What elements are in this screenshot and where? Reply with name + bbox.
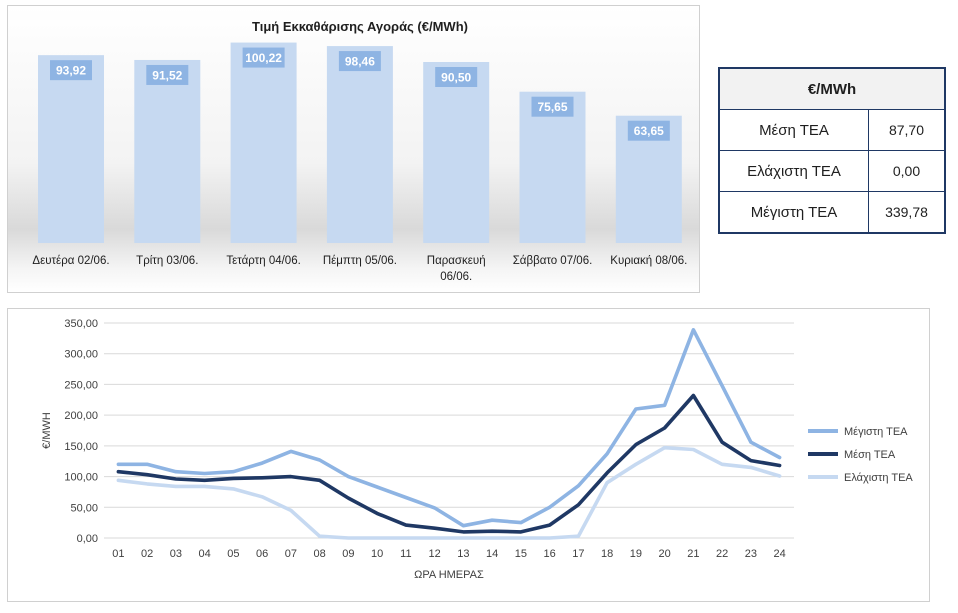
x-tick-label: 07	[285, 548, 297, 560]
x-tick-label: 19	[630, 548, 642, 560]
legend-label: Ελάχιστη ΤΕΑ	[844, 472, 913, 484]
series-line	[116, 445, 782, 540]
x-tick-label: 02	[141, 548, 153, 560]
y-tick-label: 50,00	[70, 502, 98, 514]
y-tick-label: 300,00	[64, 349, 98, 361]
data-label: 75,65	[537, 100, 567, 114]
daily-price-bar-chart: Τιμή Εκκαθάρισης Αγοράς (€/MWh) 93,92 Δευ…	[7, 5, 700, 293]
bar-chart-svg: Τιμή Εκκαθάρισης Αγοράς (€/MWh) 93,92 Δευ…	[32, 19, 687, 283]
data-label-box	[242, 47, 285, 68]
x-tick-label: 22	[716, 548, 728, 560]
bar-chart-title: Τιμή Εκκαθάρισης Αγοράς (€/MWh)	[252, 19, 468, 34]
bar	[230, 42, 297, 244]
x-tick-label: 05	[227, 548, 239, 560]
stats-row-min: Ελάχιστη ΤΕΑ 0,00	[718, 150, 946, 192]
stats-label-mean: Μέση ΤΕΑ	[718, 109, 869, 151]
data-label: 93,92	[56, 64, 86, 78]
series-line	[116, 327, 782, 528]
data-label-box	[531, 96, 574, 117]
x-tick-label: 16	[544, 548, 556, 560]
x-tick-label: 12	[429, 548, 441, 560]
data-label-box	[435, 67, 478, 87]
x-tick-label: 21	[687, 548, 699, 560]
x-tick-label: 15	[515, 548, 527, 560]
data-label: 100,22	[245, 51, 282, 65]
x-tick-label: 10	[371, 548, 383, 560]
x-tick-label: Παρασκευή	[427, 255, 486, 267]
x-tick-label: 18	[601, 548, 613, 560]
y-tick-label: 200,00	[64, 410, 98, 422]
x-tick-label: 03	[170, 548, 182, 560]
bar	[519, 91, 586, 243]
bar	[326, 46, 393, 243]
stats-label-max: Μέγιστη ΤΕΑ	[718, 191, 869, 234]
data-label: 63,65	[634, 124, 664, 138]
x-tick-label: 23	[745, 548, 757, 560]
x-tick-label: Τρίτη 03/06.	[136, 255, 198, 267]
data-label-box	[627, 120, 670, 141]
x-tick-label: Κυριακή 08/06.	[610, 255, 687, 267]
hourly-price-line-chart: 0,00 50,00 100,00 150,00 200,00 250,00 300,00 3…	[7, 308, 930, 602]
y-tick-label: 0,00	[77, 533, 98, 545]
data-label-box	[146, 64, 189, 85]
x-tick-label: 09	[342, 548, 354, 560]
x-tick-label: 20	[659, 548, 671, 560]
data-label: 90,50	[441, 71, 471, 85]
x-tick-label: 13	[457, 548, 469, 560]
stats-value-mean: 87,70	[868, 109, 946, 151]
y-tick-label: 350,00	[64, 318, 98, 330]
x-tick-label: Πέμπτη 05/06.	[323, 255, 397, 267]
x-tick-label: 24	[774, 548, 786, 560]
data-label: 91,52	[152, 68, 182, 82]
series-line	[116, 393, 782, 534]
x-tick-label: 14	[486, 548, 498, 560]
stats-row-max: Μέγιστη ΤΕΑ 339,78	[718, 191, 946, 234]
x-tick-label: 06/06.	[440, 271, 472, 283]
stats-row-mean: Μέση ΤΕΑ 87,70	[718, 109, 946, 151]
x-tick-label: Τετάρτη 04/06.	[226, 255, 300, 267]
stats-value-max: 339,78	[868, 191, 946, 234]
y-tick-label: 250,00	[64, 379, 98, 391]
x-tick-label: 04	[199, 548, 211, 560]
bar	[38, 55, 104, 243]
data-label: 98,46	[345, 55, 375, 69]
x-tick-label: Δευτέρα 02/06.	[32, 255, 109, 267]
y-axis-label: €/MWH	[41, 412, 53, 449]
x-tick-label: Σάββατο 07/06.	[513, 255, 593, 267]
x-tick-label: 11	[400, 548, 411, 560]
legend-label: Μέση ΤΕΑ	[844, 449, 896, 461]
stats-table-header-row: €/MWh	[718, 67, 946, 110]
stats-label-min: Ελάχιστη ΤΕΑ	[718, 150, 869, 192]
stats-value-min: 0,00	[868, 150, 946, 192]
x-tick-label: 01	[112, 548, 124, 560]
bar	[134, 59, 201, 244]
stats-table-header: €/MWh	[718, 67, 946, 110]
y-tick-label: 150,00	[64, 441, 98, 453]
x-tick-label: 08	[314, 548, 326, 560]
x-tick-label: 06	[256, 548, 268, 560]
data-label-box	[338, 51, 381, 72]
legend-label: Μέγιστη ΤΕΑ	[844, 426, 908, 438]
y-tick-label: 100,00	[64, 472, 98, 484]
x-axis-label: ΩΡΑ ΗΜΕΡΑΣ	[414, 569, 484, 581]
data-label-box	[50, 60, 92, 81]
line-chart-svg: 0,00 50,00 100,00 150,00 200,00 250,00 300,00 3…	[41, 318, 913, 581]
stats-table: €/MWh Μέση ΤΕΑ 87,70 Ελάχιστη ΤΕΑ 0,00 Μ…	[718, 67, 946, 234]
bar	[423, 62, 490, 243]
x-tick-label: 17	[572, 548, 584, 560]
